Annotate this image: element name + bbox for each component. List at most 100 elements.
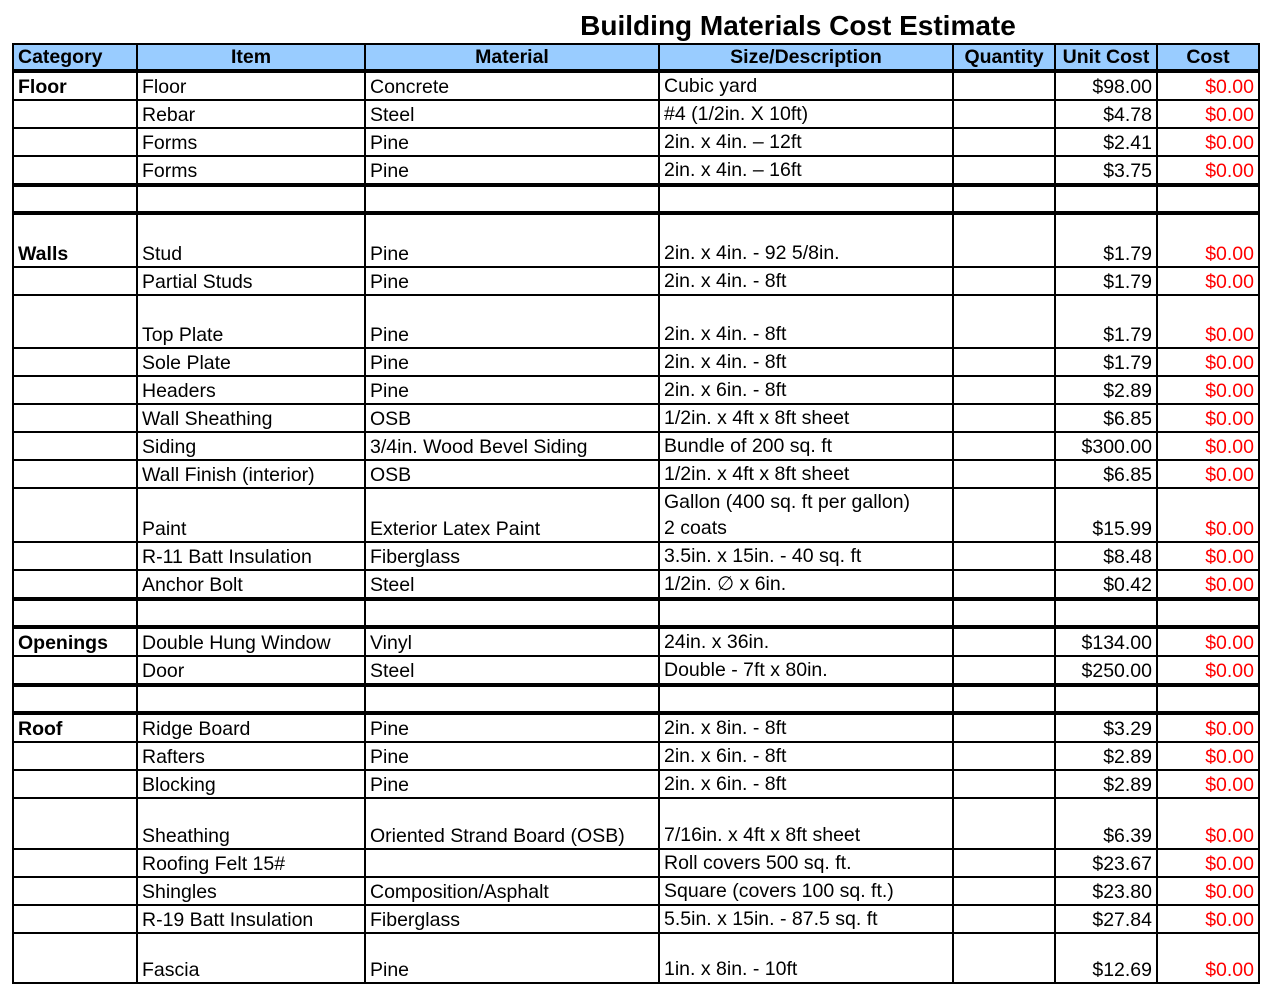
unit-cost-cell: $12.69 xyxy=(1054,932,1158,984)
table-row: Roof Ridge Board Pine 2in. x 8in. - 8ft $3.2… xyxy=(12,712,1260,743)
table-row: Floor Floor Concrete Cubic yard $98.00 $0.00 xyxy=(12,70,1260,101)
quantity-cell xyxy=(952,99,1056,129)
size-line: Square (covers 100 sq. ft.) xyxy=(664,880,894,902)
quantity-cell xyxy=(952,212,1056,268)
quantity-cell xyxy=(952,294,1056,349)
cost-cell: $0.00 xyxy=(1156,712,1260,743)
table-row: Sole Plate Pine 2in. x 4in. - 8ft $1.79 $0.0… xyxy=(12,347,1260,377)
cost-cell: $0.00 xyxy=(1156,403,1260,433)
quantity-cell xyxy=(952,487,1056,543)
cost-cell: $0.00 xyxy=(1156,769,1260,799)
size-cell: 3.5in. x 15in. - 40 sq. ft xyxy=(658,541,954,571)
category-cell xyxy=(12,487,138,543)
size-cell: 24in. x 36in. xyxy=(658,626,954,657)
size-cell: Double - 7ft x 80in. xyxy=(658,655,954,687)
quantity-cell xyxy=(952,266,1056,296)
size-line: 2in. x 4in. - 8ft xyxy=(664,323,787,345)
unit-cost-cell: $1.79 xyxy=(1054,294,1158,349)
quantity-cell xyxy=(952,155,1056,187)
cost-cell: $0.00 xyxy=(1156,541,1260,571)
material-cell: OSB xyxy=(364,403,660,433)
cost-cell: $0.00 xyxy=(1156,347,1260,377)
quantity-cell xyxy=(952,403,1056,433)
table-row: R-19 Batt Insulation Fiberglass 5.5in. x 1… xyxy=(12,904,1260,934)
item-cell: Roofing Felt 15# xyxy=(136,848,366,878)
material-cell: Pine xyxy=(364,155,660,187)
material-cell xyxy=(364,684,660,715)
quantity-cell xyxy=(952,459,1056,489)
table-row: Headers Pine 2in. x 6in. - 8ft $2.89 $0.00 xyxy=(12,375,1260,405)
table-row: Rebar Steel #4 (1/2in. X 10ft) $4.78 $0.00 xyxy=(12,99,1260,129)
cost-cell: $0.00 xyxy=(1156,127,1260,157)
item-cell xyxy=(136,684,366,715)
item-cell: Headers xyxy=(136,375,366,405)
cost-cell: $0.00 xyxy=(1156,655,1260,687)
header-size: Size/Description xyxy=(658,43,954,73)
cost-cell: $0.00 xyxy=(1156,626,1260,657)
category-cell xyxy=(12,403,138,433)
category-cell xyxy=(12,541,138,571)
size-line: 2in. x 8in. - 8ft xyxy=(664,717,787,739)
header-category: Category xyxy=(12,43,138,73)
size-cell xyxy=(658,684,954,715)
category-cell xyxy=(12,848,138,878)
size-cell: #4 (1/2in. X 10ft) xyxy=(658,99,954,129)
item-cell: Anchor Bolt xyxy=(136,569,366,601)
table-row: Blocking Pine 2in. x 6in. - 8ft $2.89 $0.00 xyxy=(12,769,1260,799)
size-cell: 5.5in. x 15in. - 87.5 sq. ft xyxy=(658,904,954,934)
item-cell: Sheathing xyxy=(136,797,366,850)
unit-cost-cell: $2.89 xyxy=(1054,769,1158,799)
material-cell: Pine xyxy=(364,932,660,984)
category-cell xyxy=(12,769,138,799)
material-cell: Steel xyxy=(364,569,660,601)
table-row: Sheathing Oriented Strand Board (OSB) 7/16… xyxy=(12,797,1260,850)
material-cell xyxy=(364,848,660,878)
size-cell: Square (covers 100 sq. ft.) xyxy=(658,876,954,906)
cost-cell xyxy=(1156,184,1260,215)
item-cell: Double Hung Window xyxy=(136,626,366,657)
quantity-cell xyxy=(952,904,1056,934)
size-cell: 2in. x 4in. - 8ft xyxy=(658,294,954,349)
material-cell: Pine xyxy=(364,212,660,268)
table-row: Door Steel Double - 7ft x 80in. $250.00 $0.0… xyxy=(12,655,1260,687)
size-line: 2in. x 4in. - 8ft xyxy=(664,351,787,373)
category-cell xyxy=(12,184,138,215)
quantity-cell xyxy=(952,876,1056,906)
size-cell: Bundle of 200 sq. ft xyxy=(658,431,954,461)
size-cell: 2in. x 6in. - 8ft xyxy=(658,741,954,771)
material-cell: Vinyl xyxy=(364,626,660,657)
item-cell: Partial Studs xyxy=(136,266,366,296)
cost-cell: $0.00 xyxy=(1156,741,1260,771)
category-cell xyxy=(12,127,138,157)
material-cell: Concrete xyxy=(364,70,660,101)
cost-cell: $0.00 xyxy=(1156,876,1260,906)
item-cell: Rafters xyxy=(136,741,366,771)
cost-cell: $0.00 xyxy=(1156,797,1260,850)
item-cell: Top Plate xyxy=(136,294,366,349)
unit-cost-cell: $300.00 xyxy=(1054,431,1158,461)
header-material: Material xyxy=(364,43,660,73)
item-cell: Wall Finish (interior) xyxy=(136,459,366,489)
unit-cost-cell: $3.75 xyxy=(1054,155,1158,187)
category-cell xyxy=(12,797,138,850)
cost-cell xyxy=(1156,684,1260,715)
category-cell xyxy=(12,876,138,906)
unit-cost-cell: $1.79 xyxy=(1054,266,1158,296)
item-cell: Stud xyxy=(136,212,366,268)
cost-cell: $0.00 xyxy=(1156,99,1260,129)
size-cell xyxy=(658,598,954,629)
unit-cost-cell: $134.00 xyxy=(1054,626,1158,657)
unit-cost-cell: $0.42 xyxy=(1054,569,1158,601)
cost-cell: $0.00 xyxy=(1156,487,1260,543)
quantity-cell xyxy=(952,684,1056,715)
cost-cell: $0.00 xyxy=(1156,848,1260,878)
quantity-cell xyxy=(952,375,1056,405)
table-row: Fascia Pine 1in. x 8in. - 10ft $12.69 $0.00 xyxy=(12,932,1260,984)
item-cell: Door xyxy=(136,655,366,687)
quantity-cell xyxy=(952,769,1056,799)
size-cell: 1/2in. ∅ x 6in. xyxy=(658,569,954,601)
category-cell: Openings xyxy=(12,626,138,657)
cost-cell: $0.00 xyxy=(1156,569,1260,601)
item-cell: Paint xyxy=(136,487,366,543)
item-cell: Forms xyxy=(136,127,366,157)
